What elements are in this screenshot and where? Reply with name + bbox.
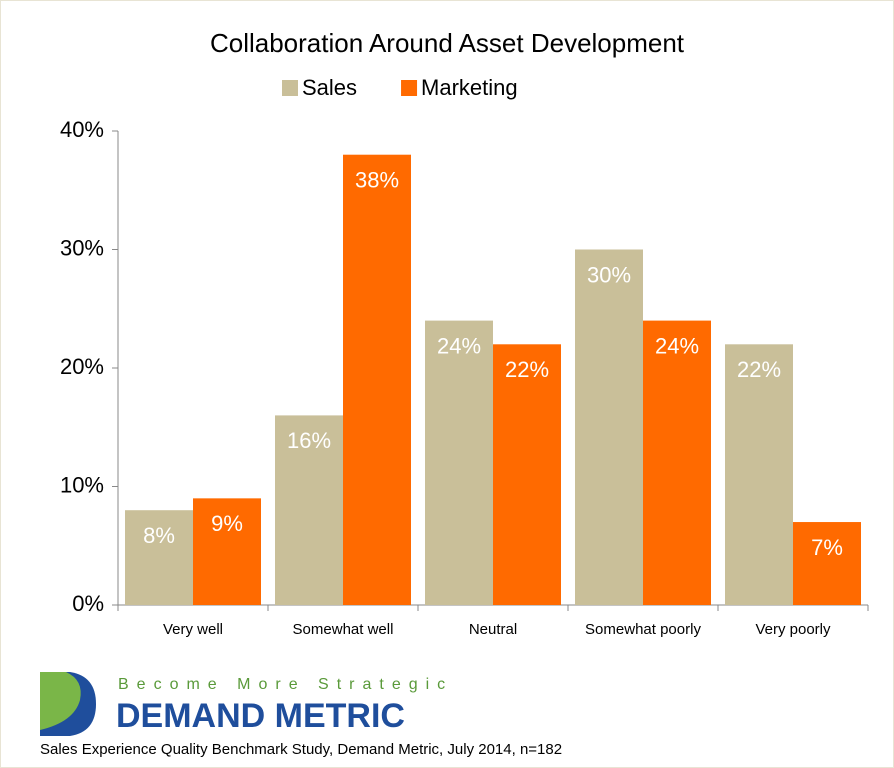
value-label: 8% [143,523,175,548]
bar [793,522,861,605]
value-label: 22% [505,357,549,382]
value-label: 24% [437,333,481,358]
logo [40,672,96,736]
bar [343,154,411,605]
x-tick-label: Very poorly [755,621,831,638]
value-label: 9% [211,511,243,536]
value-label: 22% [737,357,781,382]
tagline: Become More Strategic [118,676,453,693]
legend-swatch [401,80,418,96]
bar [643,320,711,605]
y-tick-label: 10% [60,472,104,497]
source: Sales Experience Quality Benchmark Study… [40,741,562,758]
bar [725,344,793,605]
value-label: 16% [287,428,331,453]
x-tick-label: Somewhat poorly [585,621,701,638]
y-tick-label: 40% [60,117,104,142]
y-tick-label: 0% [72,591,104,616]
legend-label: Marketing [421,75,518,100]
brand: DEMAND METRIC [116,697,405,735]
value-label: 7% [811,535,843,560]
value-label: 24% [655,333,699,358]
bar [493,344,561,605]
x-tick-label: Somewhat well [293,621,394,638]
bar [425,320,493,605]
legend-label: Sales [302,75,357,100]
legend-swatch [282,80,298,96]
y-tick-label: 20% [60,354,104,379]
bar [193,498,261,605]
y-tick-label: 30% [60,235,104,260]
bar [125,510,193,605]
value-label: 38% [355,168,399,193]
bar [275,415,343,605]
x-tick-label: Very well [163,621,223,638]
value-label: 30% [587,262,631,287]
x-tick-label: Neutral [469,621,517,638]
chart-title: Collaboration Around Asset Development [210,28,685,58]
bar [575,249,643,605]
